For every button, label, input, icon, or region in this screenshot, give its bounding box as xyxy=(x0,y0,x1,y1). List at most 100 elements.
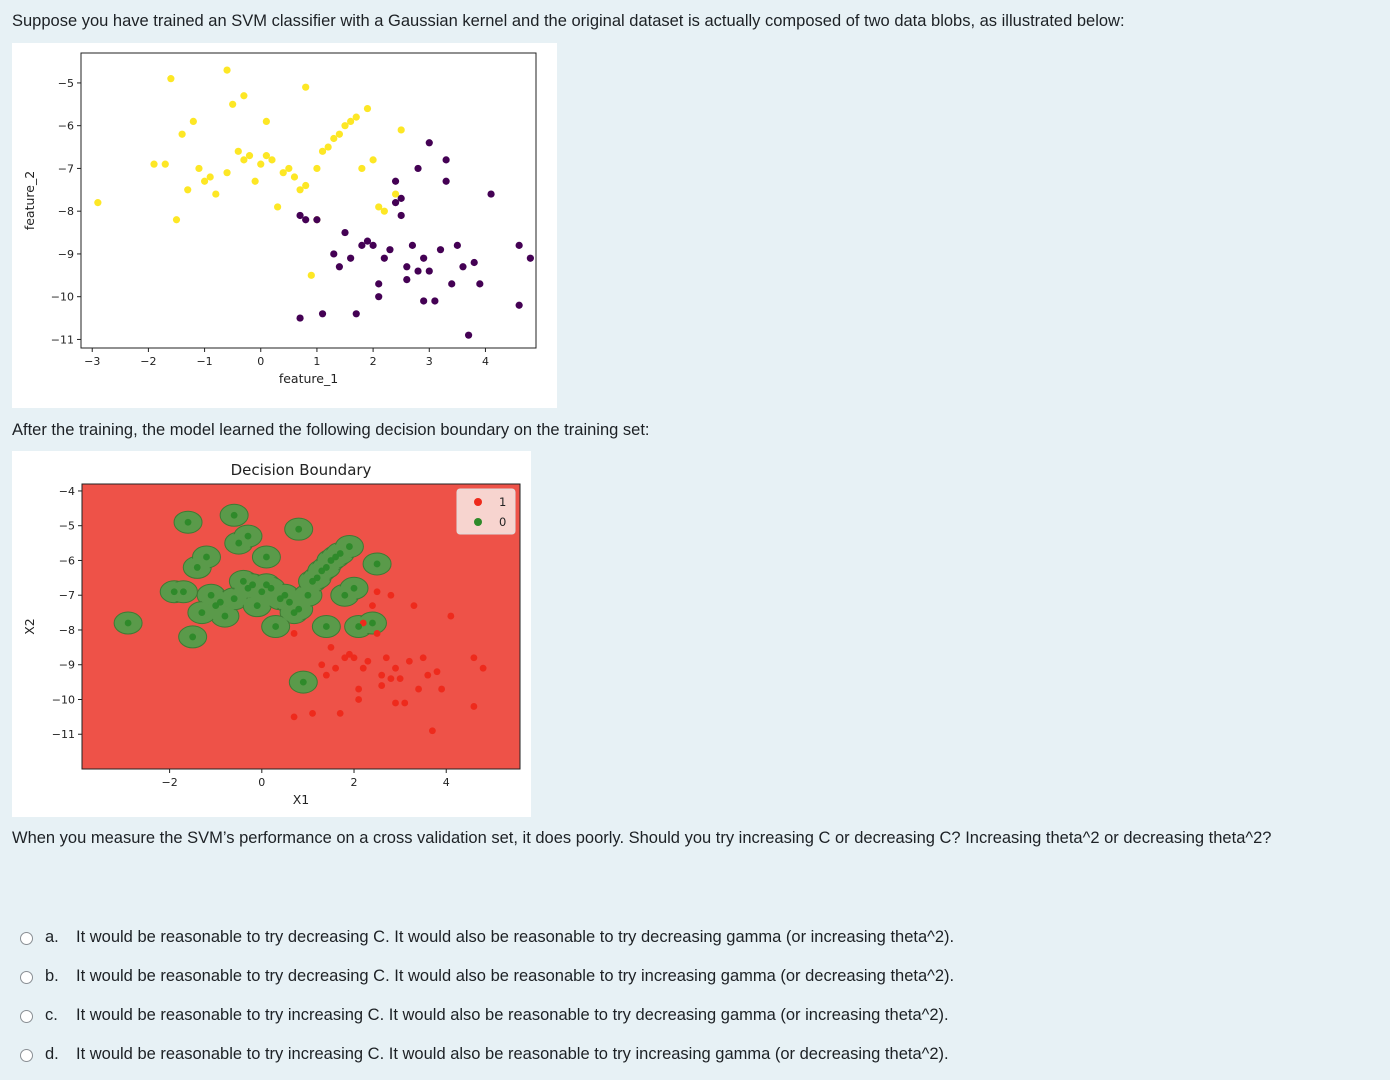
data-point xyxy=(302,216,310,224)
data-point xyxy=(346,543,353,550)
data-points xyxy=(94,66,534,339)
data-point xyxy=(229,100,237,108)
data-point xyxy=(526,254,534,262)
data-point xyxy=(184,186,192,194)
data-point xyxy=(258,588,266,596)
data-point xyxy=(373,630,381,637)
data-point xyxy=(167,75,175,83)
data-point xyxy=(397,211,405,220)
data-point xyxy=(330,134,338,143)
data-point xyxy=(170,588,178,596)
data-point xyxy=(235,539,243,547)
y-tick-label: −7 xyxy=(58,162,74,175)
data-point xyxy=(245,152,254,160)
data-point xyxy=(327,643,335,651)
data-point xyxy=(285,164,293,173)
data-point xyxy=(425,267,433,275)
data-point xyxy=(420,254,428,262)
data-point xyxy=(336,709,344,717)
data-point xyxy=(487,190,495,198)
data-point xyxy=(279,169,287,177)
plot-frame xyxy=(80,52,537,349)
data-point xyxy=(322,671,330,679)
x-tick-label: 2 xyxy=(351,776,358,789)
radio-a[interactable] xyxy=(20,931,33,945)
y-tick-label: −7 xyxy=(59,589,75,602)
data-point xyxy=(290,713,298,721)
data-point xyxy=(369,241,377,249)
data-point xyxy=(262,152,270,160)
data-point xyxy=(161,160,169,168)
y-tick-label: −10 xyxy=(51,291,74,304)
data-point xyxy=(189,633,197,641)
x-tick-label: −2 xyxy=(140,355,156,368)
data-point xyxy=(276,595,284,603)
answer-letter: c. xyxy=(45,1006,58,1024)
data-point xyxy=(212,190,220,198)
y-tick-label: −11 xyxy=(52,728,75,741)
data-point xyxy=(347,117,355,126)
answer-options: a. It would be reasonable to try decreas… xyxy=(20,918,954,1074)
data-point xyxy=(207,591,215,599)
x-tick-label: −1 xyxy=(196,355,212,368)
data-point xyxy=(380,207,388,215)
answer-option-b[interactable]: b. It would be reasonable to try decreas… xyxy=(20,957,954,996)
radio-b[interactable] xyxy=(20,970,33,984)
data-point xyxy=(302,181,310,190)
data-point xyxy=(200,177,209,185)
data-point xyxy=(307,271,315,279)
data-point xyxy=(221,612,229,620)
data-point xyxy=(403,263,411,271)
data-point xyxy=(322,623,330,630)
data-point xyxy=(363,104,372,113)
data-point xyxy=(425,139,433,147)
data-point xyxy=(359,664,367,672)
answer-letter: a. xyxy=(45,928,59,946)
data-point xyxy=(352,113,360,121)
data-point xyxy=(378,671,386,679)
data-point xyxy=(476,280,484,288)
data-point xyxy=(295,605,303,613)
data-point xyxy=(299,678,307,686)
answer-option-c[interactable]: c. It would be reasonable to try increas… xyxy=(20,996,954,1035)
data-point xyxy=(341,591,349,599)
radio-d[interactable] xyxy=(20,1048,33,1062)
question-measure-text: When you measure the SVM’s performance o… xyxy=(12,829,1272,847)
data-point xyxy=(332,664,339,672)
answer-option-a[interactable]: a. It would be reasonable to try decreas… xyxy=(20,918,954,957)
question-after-training-text: After the training, the model learned th… xyxy=(12,421,650,439)
data-point xyxy=(212,602,220,610)
data-point xyxy=(198,609,206,616)
data-point xyxy=(391,190,400,198)
legend-marker xyxy=(474,498,482,506)
data-point xyxy=(249,581,256,589)
data-point xyxy=(178,130,186,138)
radio-c[interactable] xyxy=(20,1009,33,1023)
data-point xyxy=(410,602,418,610)
x-tick-label: 3 xyxy=(426,355,433,368)
x-tick-label: 0 xyxy=(258,776,265,789)
data-point xyxy=(346,650,353,658)
data-point xyxy=(358,164,366,173)
y-tick-label: −10 xyxy=(52,693,75,706)
data-point xyxy=(355,623,363,630)
data-point xyxy=(230,511,238,519)
data-point xyxy=(433,668,441,676)
data-point xyxy=(431,297,439,305)
y-tick-label: −8 xyxy=(58,205,74,218)
answer-option-d[interactable]: d. It would be reasonable to try increas… xyxy=(20,1035,954,1074)
data-point xyxy=(405,657,413,665)
data-point xyxy=(150,160,158,168)
data-point xyxy=(302,83,310,91)
data-point xyxy=(240,156,248,164)
data-point xyxy=(336,550,344,557)
data-point xyxy=(244,584,252,592)
data-point xyxy=(401,699,409,707)
data-point xyxy=(309,577,316,585)
answer-text: It would be reasonable to try increasing… xyxy=(76,1045,949,1063)
data-point xyxy=(195,164,203,173)
data-point xyxy=(240,92,248,100)
data-point xyxy=(262,117,270,126)
data-point xyxy=(313,164,321,173)
data-point xyxy=(223,66,231,74)
